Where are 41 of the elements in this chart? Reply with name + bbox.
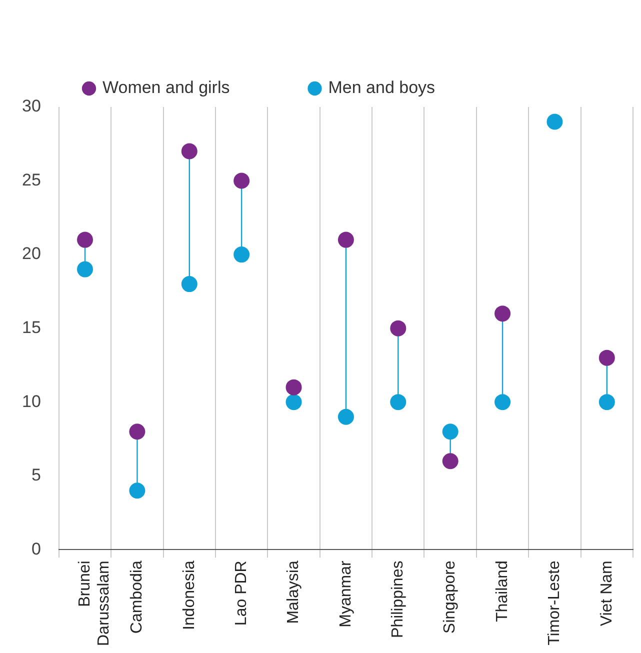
x-tick-label: Lao PDR [232,560,250,626]
point [442,453,458,470]
legend-label: Men and boys [328,78,436,98]
x-tick-label: Singapore [442,560,459,634]
y-tick-label: 10 [22,392,41,411]
point [494,306,511,322]
point [598,394,615,410]
y-tick-label: 5 [31,466,41,485]
point [494,394,511,410]
y-tick-label: 20 [22,244,41,264]
point [390,394,406,410]
x-tick-label: Timor-Leste [546,560,564,646]
x-tick-label: Philippines [390,560,407,638]
x-tick-label: Malaysia [285,560,302,624]
point [181,143,198,160]
x-tick-label: Brunei Darussalam [76,560,113,646]
point [77,261,94,278]
point [598,350,615,366]
point [338,408,354,425]
y-tick-label: 0 [31,539,41,558]
point [129,482,146,499]
point [77,232,94,248]
point [286,379,302,396]
point [129,424,146,440]
point [234,246,250,263]
y-tick-label: 30 [22,96,41,116]
point [181,276,198,292]
point [546,114,563,130]
x-tick-label: Indonesia [180,560,198,630]
legend-label: Women and girls [102,78,230,98]
x-tick-label: Myanmar [337,560,354,628]
y-tick-label: 25 [22,170,41,190]
point [442,424,458,440]
point [234,172,250,189]
point [338,232,354,248]
x-tick-label: Thailand [494,560,511,622]
x-tick-label: Viet Nam [598,560,616,626]
point [390,320,406,336]
x-tick-label: Cambodia [128,560,146,634]
point [286,394,302,410]
y-tick-label: 15 [22,318,41,338]
